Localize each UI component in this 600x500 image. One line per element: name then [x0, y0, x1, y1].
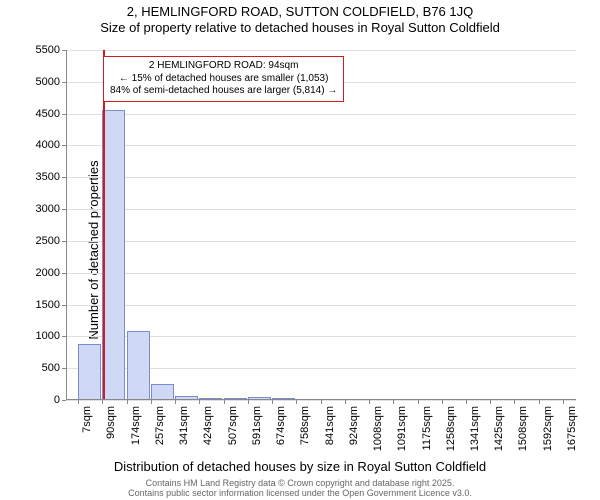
callout-line-3: 84% of semi-detached houses are larger (…: [110, 85, 337, 98]
highlight-line: [103, 50, 105, 400]
x-tick-mark: [393, 400, 394, 404]
x-tick-mark: [514, 400, 515, 404]
y-tick-label: 5500: [36, 44, 60, 56]
grid-line: [66, 241, 576, 242]
x-tick-label: 90sqm: [105, 406, 117, 439]
callout-line-2: ← 15% of detached houses are smaller (1,…: [110, 73, 337, 86]
y-tick-label: 4500: [36, 108, 60, 120]
x-tick-label: 758sqm: [299, 406, 311, 445]
x-tick-mark: [151, 400, 152, 404]
x-tick-label: 924sqm: [348, 406, 360, 445]
grid-line: [66, 177, 576, 178]
y-tick-label: 2500: [36, 235, 60, 247]
histogram-bar: [102, 110, 125, 400]
chart-title-main: 2, HEMLINGFORD ROAD, SUTTON COLDFIELD, B…: [0, 4, 600, 19]
grid-line: [66, 145, 576, 146]
grid-line: [66, 209, 576, 210]
y-tick-label: 1500: [36, 299, 60, 311]
x-axis-label: Distribution of detached houses by size …: [0, 459, 600, 474]
y-axis-line: [66, 50, 67, 400]
grid-line: [66, 273, 576, 274]
x-tick-mark: [539, 400, 540, 404]
x-tick-label: 1592sqm: [542, 406, 554, 451]
x-tick-mark: [418, 400, 419, 404]
x-tick-label: 1258sqm: [445, 406, 457, 451]
x-tick-mark: [466, 400, 467, 404]
x-tick-mark: [175, 400, 176, 404]
x-tick-label: 1508sqm: [517, 406, 529, 451]
y-tick-label: 500: [42, 362, 60, 374]
y-tick-label: 3000: [36, 203, 60, 215]
histogram-bar: [127, 331, 150, 400]
x-tick-label: 7sqm: [81, 406, 93, 433]
x-tick-label: 507sqm: [227, 406, 239, 445]
x-tick-mark: [345, 400, 346, 404]
x-tick-mark: [224, 400, 225, 404]
y-tick-label: 4000: [36, 139, 60, 151]
x-tick-label: 674sqm: [275, 406, 287, 445]
plot-area: 0500100015002000250030003500400045005000…: [66, 50, 576, 400]
x-tick-mark: [296, 400, 297, 404]
x-tick-label: 341sqm: [178, 406, 190, 445]
x-tick-mark: [102, 400, 103, 404]
x-tick-mark: [199, 400, 200, 404]
y-tick-label: 1000: [36, 330, 60, 342]
x-tick-label: 1341sqm: [469, 406, 481, 451]
y-tick-label: 5000: [36, 76, 60, 88]
y-tick-label: 3500: [36, 171, 60, 183]
x-tick-label: 1008sqm: [372, 406, 384, 451]
histogram-bar: [151, 384, 174, 400]
x-tick-label: 591sqm: [251, 406, 263, 445]
x-tick-mark: [272, 400, 273, 404]
footer-line-1: Contains HM Land Registry data © Crown c…: [0, 478, 600, 488]
x-tick-mark: [127, 400, 128, 404]
x-tick-label: 1675sqm: [566, 406, 578, 451]
x-tick-mark: [248, 400, 249, 404]
x-tick-mark: [442, 400, 443, 404]
x-tick-label: 1091sqm: [396, 406, 408, 451]
grid-line: [66, 305, 576, 306]
x-tick-label: 1175sqm: [421, 406, 433, 450]
x-tick-label: 174sqm: [130, 406, 142, 445]
x-tick-mark: [321, 400, 322, 404]
x-tick-mark: [563, 400, 564, 404]
x-tick-label: 257sqm: [154, 406, 166, 445]
x-tick-label: 424sqm: [202, 406, 214, 445]
x-tick-mark: [78, 400, 79, 404]
callout-line-1: 2 HEMLINGFORD ROAD: 94sqm: [110, 60, 337, 73]
x-tick-mark: [490, 400, 491, 404]
chart-title-sub: Size of property relative to detached ho…: [0, 20, 600, 35]
callout-box: 2 HEMLINGFORD ROAD: 94sqm← 15% of detach…: [103, 56, 344, 102]
y-tick-mark: [62, 400, 66, 401]
footer-line-2: Contains public sector information licen…: [0, 488, 600, 498]
histogram-bar: [78, 344, 101, 400]
x-tick-label: 1425sqm: [493, 406, 505, 451]
x-tick-mark: [369, 400, 370, 404]
grid-line: [66, 50, 576, 51]
chart-container: 2, HEMLINGFORD ROAD, SUTTON COLDFIELD, B…: [0, 0, 600, 500]
y-tick-label: 0: [54, 394, 60, 406]
y-tick-label: 2000: [36, 267, 60, 279]
x-axis-line: [66, 399, 576, 400]
grid-line: [66, 114, 576, 115]
x-tick-label: 841sqm: [324, 406, 336, 445]
